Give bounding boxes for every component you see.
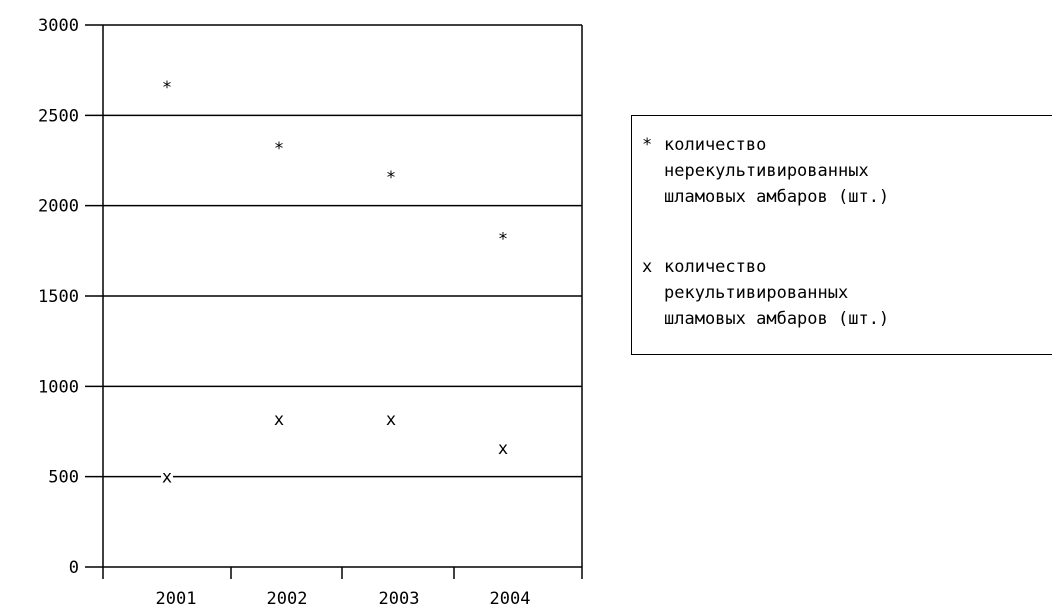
x-tick-label: 2001 <box>156 589 197 607</box>
y-tick-label: 1500 <box>38 287 79 307</box>
legend-marker-x: x <box>642 257 653 277</box>
point-reclaimed: x <box>162 468 172 488</box>
point-reclaimed: x <box>386 410 396 430</box>
point-reclaimed: x <box>498 439 508 459</box>
x-tick-label: 2004 <box>490 589 531 607</box>
x-tick-label: 2003 <box>379 589 420 607</box>
legend-entry-reclaimed: x количество рекультивированных шламовых… <box>642 254 889 332</box>
point-reclaimed: x <box>274 410 284 430</box>
y-tick-label: 2500 <box>38 106 79 126</box>
point-background <box>385 411 397 424</box>
grid-lines <box>85 24 582 568</box>
point-unreclaimed: * <box>498 230 508 250</box>
x-tick-label: 2002 <box>267 589 308 607</box>
data-points: * * * * x x x x <box>161 78 509 488</box>
point-unreclaimed: * <box>162 78 172 98</box>
point-background <box>161 469 173 482</box>
point-unreclaimed: * <box>274 139 284 159</box>
point-unreclaimed: * <box>386 168 396 188</box>
legend-label-reclaimed: количество рекультивированных шламовых а… <box>664 257 890 329</box>
legend-marker-asterisk: * <box>642 135 653 155</box>
legend-entry-unreclaimed: * количество нерекультивированных шламов… <box>642 132 889 210</box>
x-axis-ticks: 2001 2002 2003 2004 <box>156 567 531 607</box>
y-tick-label: 1000 <box>38 377 79 397</box>
y-axis-ticks: 0 500 1000 1500 2000 2500 3000 <box>38 16 79 578</box>
point-background <box>273 411 285 424</box>
y-tick-label: 0 <box>69 558 79 578</box>
legend-label-unreclaimed: количество нерекультивированных шламовых… <box>664 135 890 207</box>
y-tick-label: 500 <box>48 468 79 488</box>
y-tick-label: 2000 <box>38 197 79 217</box>
y-tick-label: 3000 <box>38 16 79 36</box>
axes <box>102 25 583 579</box>
point-background <box>497 440 509 453</box>
legend: * количество нерекультивированных шламов… <box>631 115 1052 355</box>
